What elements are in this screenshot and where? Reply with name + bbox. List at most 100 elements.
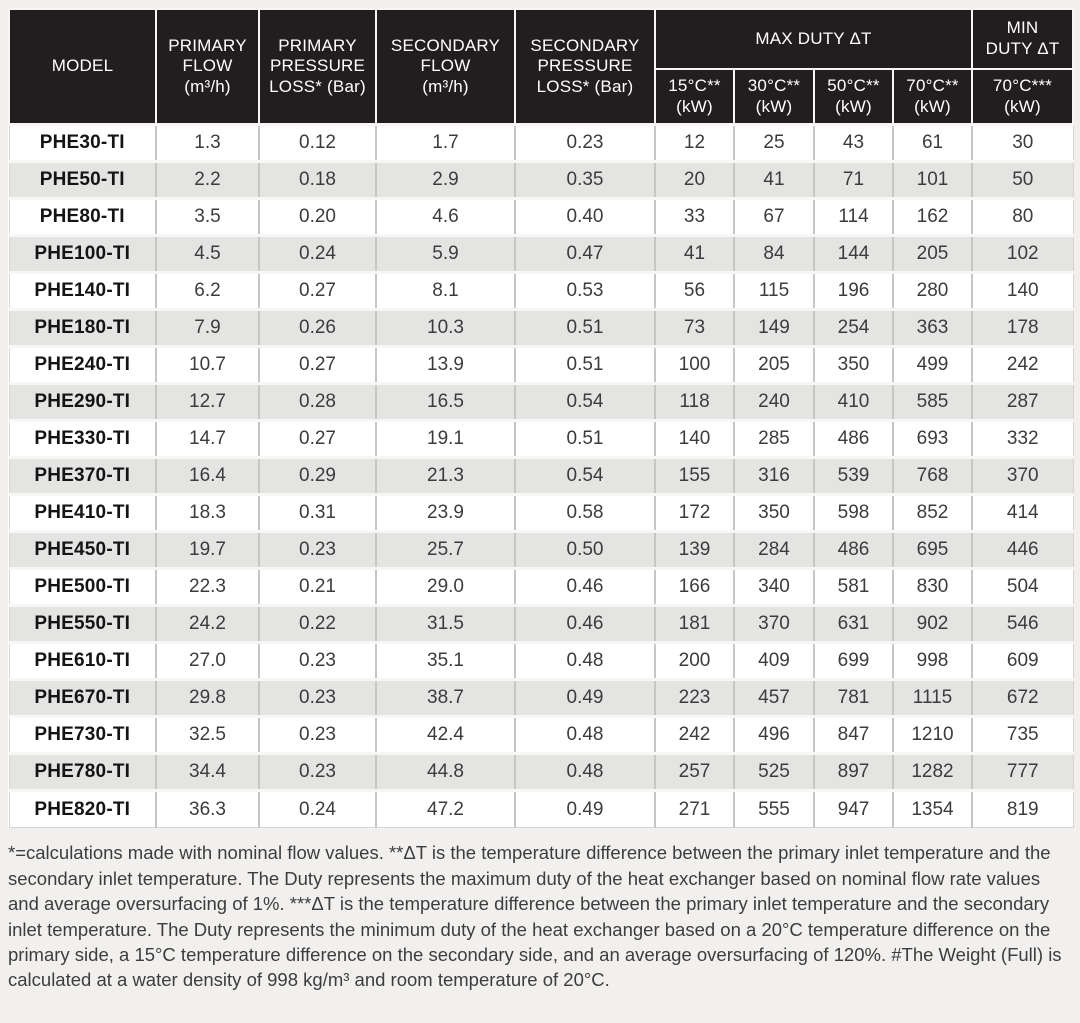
value-cell: 200	[654, 641, 734, 680]
value-cell: 118	[654, 382, 734, 421]
value-cell: 29.0	[375, 567, 515, 606]
value-cell: 10.3	[375, 308, 515, 347]
value-cell: 19.1	[375, 419, 515, 458]
value-cell: 84	[733, 234, 814, 273]
sub-header-30c: 30°C** (kW)	[733, 68, 815, 126]
value-cell: 0.22	[258, 604, 376, 643]
value-cell: 350	[733, 493, 814, 532]
value-cell: 0.49	[514, 678, 655, 717]
value-cell: 115	[733, 271, 814, 310]
value-cell: 0.21	[258, 567, 376, 606]
value-cell: 41	[654, 234, 734, 273]
value-cell: 699	[813, 641, 893, 680]
model-cell: PHE330-TI	[9, 419, 156, 458]
value-cell: 0.46	[514, 567, 655, 606]
value-cell: 585	[891, 382, 973, 421]
value-cell: 852	[891, 493, 973, 532]
value-cell: 23.9	[375, 493, 515, 532]
value-cell: 50	[971, 160, 1074, 199]
value-cell: 525	[733, 752, 814, 791]
value-cell: 32.5	[155, 715, 259, 754]
value-cell: 16.5	[375, 382, 515, 421]
value-cell: 457	[733, 678, 814, 717]
value-cell: 363	[891, 308, 973, 347]
group-header-max-duty: MAX DUTY ΔT	[653, 8, 974, 70]
col-header-secondary-pressure-loss: SECONDARY PRESSURE LOSS* (Bar)	[514, 8, 656, 126]
table-row: PHE550-TI 24.2 0.22 31.5 0.46 181 370 631 902 546	[9, 604, 1074, 643]
table-row: PHE500-TI 22.3 0.21 29.0 0.46 166 340 581 830 504	[9, 567, 1074, 606]
value-cell: 100	[654, 345, 734, 384]
value-cell: 539	[813, 456, 893, 495]
value-cell: 172	[654, 493, 734, 532]
value-cell: 34.4	[155, 752, 259, 791]
value-cell: 998	[891, 641, 973, 680]
value-cell: 35.1	[375, 641, 515, 680]
value-cell: 0.54	[514, 456, 655, 495]
value-cell: 0.23	[258, 641, 376, 680]
value-cell: 36.3	[155, 789, 259, 828]
model-cell: PHE370-TI	[9, 456, 156, 495]
model-cell: PHE240-TI	[9, 345, 156, 384]
value-cell: 0.20	[258, 197, 376, 236]
col-header-primary-pressure-loss: PRIMARY PRESSURE LOSS* (Bar)	[258, 8, 377, 126]
value-cell: 0.48	[514, 641, 655, 680]
value-cell: 12.7	[155, 382, 259, 421]
value-cell: 140	[971, 271, 1074, 310]
value-cell: 7.9	[155, 308, 259, 347]
value-cell: 155	[654, 456, 734, 495]
table-header: MODEL PRIMARY FLOW (m³/h) PRIMARY PRESSU…	[8, 8, 1075, 126]
value-cell: 101	[891, 160, 973, 199]
value-cell: 350	[813, 345, 893, 384]
value-cell: 8.1	[375, 271, 515, 310]
value-cell: 0.48	[514, 752, 655, 791]
value-cell: 0.28	[258, 382, 376, 421]
table-row: PHE610-TI 27.0 0.23 35.1 0.48 200 409 699 998 609	[9, 641, 1074, 680]
model-cell: PHE610-TI	[9, 641, 156, 680]
value-cell: 370	[733, 604, 814, 643]
value-cell: 598	[813, 493, 893, 532]
model-cell: PHE100-TI	[9, 234, 156, 273]
value-cell: 0.48	[514, 715, 655, 754]
value-cell: 205	[891, 234, 973, 273]
value-cell: 0.47	[514, 234, 655, 273]
value-cell: 139	[654, 530, 734, 569]
value-cell: 140	[654, 419, 734, 458]
value-cell: 0.51	[514, 308, 655, 347]
value-cell: 285	[733, 419, 814, 458]
value-cell: 25	[733, 123, 814, 162]
table-row: PHE50-TI 2.2 0.18 2.9 0.35 20 41 71 101 50	[9, 160, 1074, 199]
value-cell: 271	[654, 789, 734, 828]
value-cell: 4.5	[155, 234, 259, 273]
table-row: PHE140-TI 6.2 0.27 8.1 0.53 56 115 196 280 140	[9, 271, 1074, 310]
value-cell: 29.8	[155, 678, 259, 717]
value-cell: 178	[971, 308, 1074, 347]
value-cell: 0.29	[258, 456, 376, 495]
value-cell: 0.27	[258, 419, 376, 458]
value-cell: 21.3	[375, 456, 515, 495]
value-cell: 340	[733, 567, 814, 606]
value-cell: 0.23	[258, 678, 376, 717]
value-cell: 149	[733, 308, 814, 347]
heat-exchanger-spec-table: MODEL PRIMARY FLOW (m³/h) PRIMARY PRESSU…	[8, 8, 1075, 829]
value-cell: 181	[654, 604, 734, 643]
value-cell: 2.9	[375, 160, 515, 199]
value-cell: 609	[971, 641, 1074, 680]
value-cell: 693	[891, 419, 973, 458]
value-cell: 768	[891, 456, 973, 495]
model-cell: PHE410-TI	[9, 493, 156, 532]
value-cell: 242	[654, 715, 734, 754]
value-cell: 12	[654, 123, 734, 162]
value-cell: 1210	[891, 715, 973, 754]
value-cell: 0.51	[514, 345, 655, 384]
model-cell: PHE30-TI	[9, 123, 156, 162]
value-cell: 41	[733, 160, 814, 199]
value-cell: 0.23	[514, 123, 655, 162]
table-row: PHE330-TI 14.7 0.27 19.1 0.51 140 285 486 693 332	[9, 419, 1074, 458]
table-row: PHE370-TI 16.4 0.29 21.3 0.54 155 316 539 768 370	[9, 456, 1074, 495]
value-cell: 2.2	[155, 160, 259, 199]
value-cell: 414	[971, 493, 1074, 532]
value-cell: 257	[654, 752, 734, 791]
value-cell: 0.49	[514, 789, 655, 828]
value-cell: 546	[971, 604, 1074, 643]
value-cell: 19.7	[155, 530, 259, 569]
